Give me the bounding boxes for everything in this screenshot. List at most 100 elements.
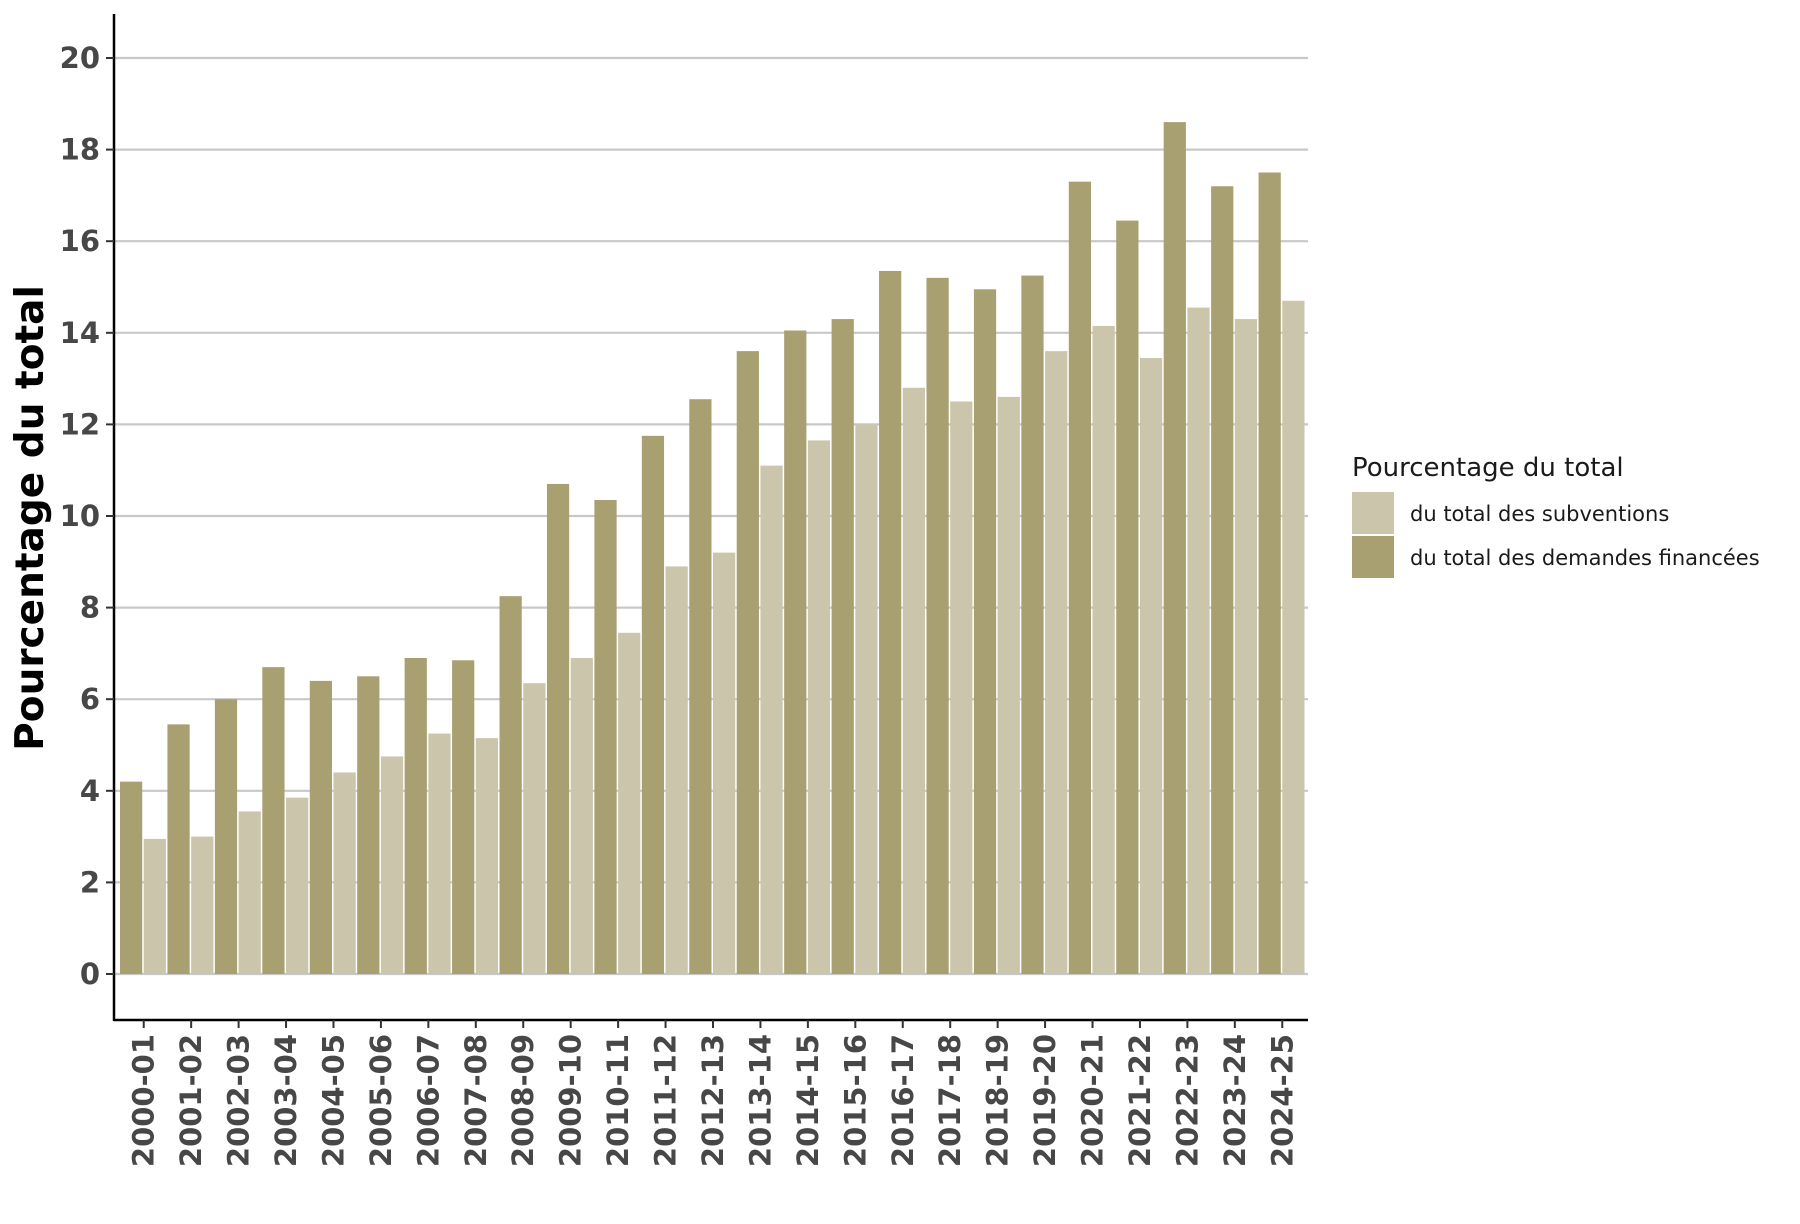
bar-subventions <box>475 738 499 974</box>
bar-demandes-financees <box>641 435 665 975</box>
bar-demandes-financees <box>831 319 854 974</box>
bar-demandes-financees <box>689 399 712 975</box>
bar-subventions <box>143 838 166 974</box>
bar-subventions <box>428 733 451 974</box>
bar-subventions <box>523 683 546 974</box>
x-tick-label: 2019-20 <box>1028 1034 1062 1167</box>
bar-subventions <box>1092 325 1115 974</box>
x-tick-label: 2017-18 <box>933 1034 967 1167</box>
bar-demandes-financees <box>879 270 902 975</box>
bar-demandes-financees <box>594 499 617 974</box>
y-axis-ticks: 0 2 4 6 8 10 12 14 16 18 20 <box>60 41 114 991</box>
bar-demandes-financees <box>309 680 332 974</box>
x-tick-label: 2014-15 <box>791 1034 825 1167</box>
y-tick-label: 8 <box>80 591 100 625</box>
x-tick-label: 2015-16 <box>838 1034 872 1167</box>
bar-demandes-financees <box>499 596 522 974</box>
bar-demandes-financees <box>404 657 427 974</box>
bar-subventions <box>1234 319 1258 974</box>
x-tick-label: 2003-04 <box>269 1034 303 1167</box>
y-axis-title: Pourcentage du total <box>8 285 53 751</box>
x-tick-label: 2020-21 <box>1076 1034 1110 1167</box>
bar-subventions <box>997 396 1020 974</box>
legend-label: du total des subventions <box>1410 502 1669 526</box>
legend-label: du total des demandes financées <box>1410 546 1760 570</box>
bars <box>120 122 1305 975</box>
bar-subventions <box>1282 300 1305 974</box>
y-tick-label: 16 <box>60 224 100 258</box>
bar-demandes-financees <box>262 667 285 974</box>
bar-demandes-financees <box>973 289 997 974</box>
bar-subventions <box>807 440 831 974</box>
legend-items: du total des subventions du total des dem… <box>1352 492 1760 578</box>
bar-demandes-financees <box>546 483 570 974</box>
x-tick-label: 2022-23 <box>1170 1034 1204 1167</box>
y-tick-label: 4 <box>80 774 100 808</box>
bar-demandes-financees <box>214 699 238 974</box>
x-tick-label: 2016-17 <box>886 1034 920 1167</box>
bar-subventions <box>902 387 925 974</box>
bar-demandes-financees <box>1021 275 1044 974</box>
x-tick-label: 2021-22 <box>1123 1034 1157 1167</box>
bar-subventions <box>665 566 688 974</box>
bar-subventions <box>286 797 309 974</box>
y-tick-label: 12 <box>60 407 100 441</box>
bar-subventions <box>238 811 261 974</box>
y-tick-label: 10 <box>60 499 100 533</box>
x-tick-label: 2012-13 <box>696 1034 730 1167</box>
y-tick-label: 6 <box>80 682 100 716</box>
x-tick-label: 2001-02 <box>174 1034 208 1167</box>
x-tick-label: 2023-24 <box>1218 1034 1252 1167</box>
x-tick-label: 2006-07 <box>411 1034 445 1167</box>
legend-swatch <box>1352 492 1394 534</box>
bar-demandes-financees <box>357 676 380 974</box>
y-tick-label: 2 <box>80 865 100 899</box>
bar-subventions <box>380 756 404 974</box>
bar-demandes-financees <box>1116 220 1139 975</box>
bar-subventions <box>191 836 214 974</box>
bar-subventions <box>760 465 783 974</box>
bar-demandes-financees <box>784 330 807 974</box>
legend-title: Pourcentage du total <box>1352 453 1624 483</box>
x-tick-label: 2018-19 <box>981 1034 1015 1167</box>
bar-subventions <box>855 424 878 974</box>
legend: Pourcentage du total du total des subven… <box>1352 453 1760 578</box>
bar-subventions <box>713 552 736 974</box>
bar-subventions <box>333 772 356 974</box>
bar-demandes-financees <box>1163 122 1186 975</box>
x-tick-label: 2005-06 <box>364 1034 398 1167</box>
bar-subventions <box>1139 357 1163 974</box>
y-tick-label: 18 <box>60 133 100 167</box>
bar-demandes-financees <box>1211 186 1234 975</box>
x-tick-label: 2007-08 <box>459 1034 493 1167</box>
x-axis-ticks: 2000-01 2001-02 2002-03 2003-04 2004-05 2005-… <box>127 1020 1299 1167</box>
y-tick-label: 0 <box>80 957 100 991</box>
x-tick-label: 2010-11 <box>601 1034 635 1167</box>
x-tick-label: 2002-03 <box>222 1034 256 1167</box>
bar-demandes-financees <box>926 277 949 975</box>
x-tick-label: 2013-14 <box>743 1034 777 1167</box>
y-tick-label: 20 <box>60 41 100 75</box>
bar-demandes-financees <box>452 660 475 974</box>
bar-demandes-financees <box>1258 172 1281 974</box>
legend-swatch <box>1352 536 1394 578</box>
bar-demandes-financees <box>120 781 143 974</box>
x-tick-label: 2008-09 <box>506 1034 540 1167</box>
x-tick-label: 2011-12 <box>649 1034 683 1167</box>
bar-subventions <box>950 401 973 974</box>
bar-subventions <box>1187 307 1210 974</box>
bar-demandes-financees <box>1068 181 1092 974</box>
x-tick-label: 2000-01 <box>127 1034 161 1167</box>
bar-demandes-financees <box>167 724 190 974</box>
x-tick-label: 2009-10 <box>554 1034 588 1167</box>
bar-subventions <box>1045 351 1068 974</box>
y-tick-label: 14 <box>60 316 100 350</box>
bar-demandes-financees <box>736 351 759 974</box>
x-tick-label: 2004-05 <box>316 1034 350 1167</box>
axes <box>112 14 1308 1022</box>
bar-subventions <box>618 632 641 974</box>
bar-subventions <box>570 657 593 974</box>
x-tick-label: 2024-25 <box>1265 1034 1299 1167</box>
